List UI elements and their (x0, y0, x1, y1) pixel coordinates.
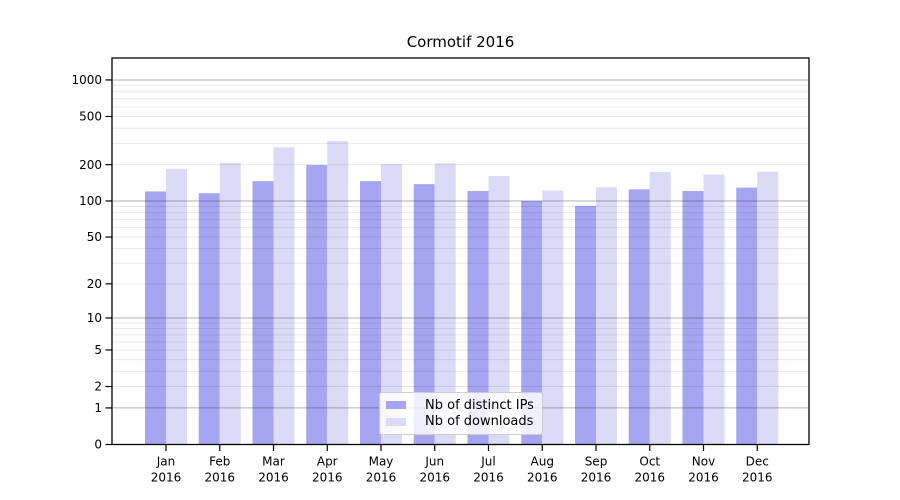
y-tick-label: 100 (79, 194, 102, 208)
bar-downloads-sep (596, 187, 617, 445)
bar-ips-feb (198, 193, 220, 445)
bar-downloads-oct (649, 171, 671, 445)
legend-item-distinct-ips: Nb of distinct IPs (386, 399, 534, 412)
x-tick-label-month: Mar (262, 455, 285, 469)
y-tick-label: 20 (87, 277, 102, 291)
axes-frame (111, 57, 810, 446)
legend-swatch-downloads (386, 417, 406, 426)
legend-item-downloads: Nb of downloads (386, 415, 534, 428)
bar-downloads-jul (488, 176, 510, 445)
y-tick-label: 1000 (71, 73, 102, 87)
y-tick-label: 10 (87, 311, 102, 325)
bar-downloads-jan (166, 168, 187, 445)
bar-downloads-mar (273, 147, 295, 445)
bar-ips-jul (467, 191, 489, 445)
chart-title: Cormotif 2016 (406, 33, 515, 51)
x-tick-label-year: 2016 (742, 471, 773, 485)
bar-downloads-jun (434, 163, 456, 445)
bar-downloads-may (381, 163, 402, 445)
legend-swatch-distinct-ips (386, 401, 406, 410)
legend-label-distinct-ips: Nb of distinct IPs (425, 397, 534, 413)
x-tick-label-month: Oct (639, 455, 660, 469)
x-tick-label-year: 2016 (366, 471, 397, 485)
x-tick-label-month: Dec (746, 455, 769, 469)
bar-ips-apr (306, 164, 328, 445)
bar-downloads-nov (703, 174, 725, 445)
y-tick-label: 0 (94, 438, 102, 452)
y-tick-label: 200 (79, 158, 102, 172)
x-tick-label-month: Sep (585, 455, 608, 469)
x-tick-label-year: 2016 (527, 471, 558, 485)
y-tick-label: 2 (94, 380, 102, 394)
x-tick-label-year: 2016 (312, 471, 343, 485)
bar-ips-sep (575, 205, 596, 445)
x-tick-label-month: Apr (317, 455, 338, 469)
x-tick-label-year: 2016 (581, 471, 612, 485)
bar-downloads-aug (542, 190, 564, 445)
x-tick-label-month: May (369, 455, 394, 469)
x-tick-label-month: Feb (209, 455, 230, 469)
bar-ips-mar (252, 181, 274, 445)
y-tick-label: 50 (87, 230, 102, 244)
y-tick-label: 500 (79, 110, 102, 124)
bar-downloads-feb (219, 162, 241, 445)
x-tick-label-year: 2016 (204, 471, 235, 485)
legend: Nb of distinct IPs Nb of downloads (379, 392, 543, 435)
x-tick-label-year: 2016 (688, 471, 719, 485)
y-tick-label: 5 (94, 343, 102, 357)
bar-ips-nov (682, 191, 704, 445)
bar-downloads-apr (327, 141, 349, 445)
legend-label-downloads: Nb of downloads (425, 414, 534, 430)
x-tick-label-month: Nov (692, 455, 715, 469)
bar-ips-dec (736, 187, 758, 445)
x-tick-label-year: 2016 (473, 471, 504, 485)
x-tick-label-month: Jan (156, 455, 176, 469)
x-tick-label-year: 2016 (634, 471, 665, 485)
bar-ips-aug (521, 200, 543, 445)
x-tick-label-month: Jul (480, 455, 495, 469)
bar-ips-jun (413, 184, 435, 445)
bar-ips-may (360, 181, 381, 445)
x-tick-label-year: 2016 (151, 471, 182, 485)
x-tick-label-year: 2016 (419, 471, 450, 485)
y-tick-label: 1 (94, 401, 102, 415)
x-tick-label-month: Aug (531, 455, 554, 469)
bar-downloads-dec (757, 171, 779, 445)
x-tick-label-month: Jun (424, 455, 444, 469)
bar-ips-oct (628, 189, 650, 445)
bar-ips-jan (145, 191, 166, 445)
x-tick-label-year: 2016 (258, 471, 289, 485)
